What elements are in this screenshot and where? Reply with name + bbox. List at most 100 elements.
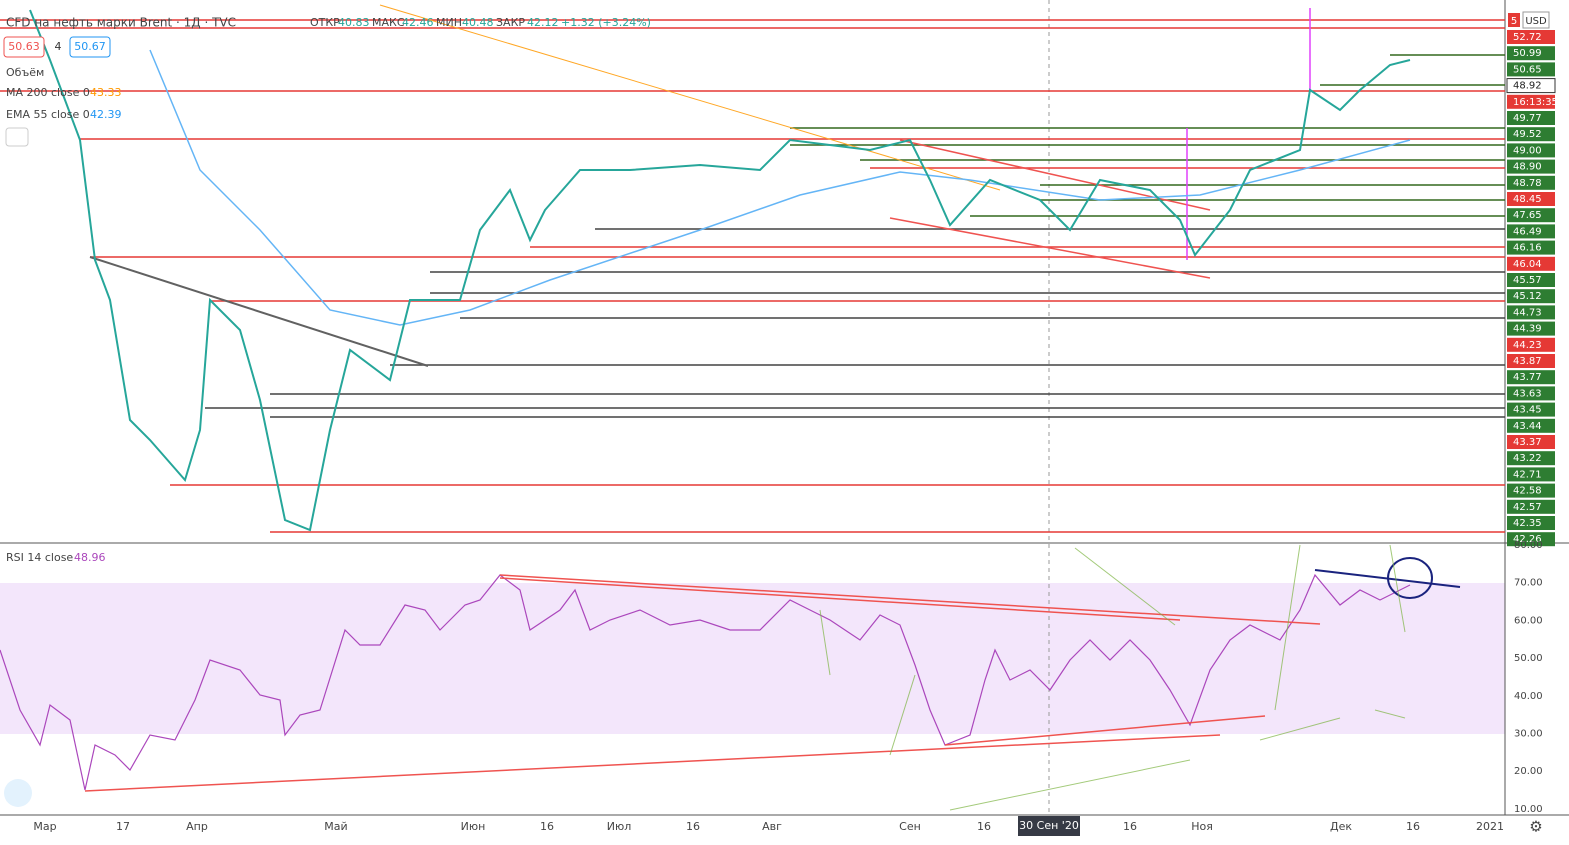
price-label-box xyxy=(1507,94,1555,109)
price-label: 42.26 xyxy=(1513,534,1542,545)
price-label: 46.49 xyxy=(1513,226,1542,237)
rsi-tick-label: 80.00 xyxy=(1514,540,1543,551)
volume-label: Объём xyxy=(6,66,44,79)
price-label-box xyxy=(1507,111,1555,125)
settings-icon[interactable]: ⚙ xyxy=(1529,818,1542,836)
price-label-box xyxy=(1507,143,1555,158)
price-label-box xyxy=(1507,435,1555,449)
spread: 4 xyxy=(55,40,62,53)
price-label: 45.57 xyxy=(1513,275,1542,286)
price-label: 44.73 xyxy=(1513,307,1542,318)
price-label: 48.90 xyxy=(1513,162,1542,173)
currency-box[interactable] xyxy=(1522,11,1550,29)
price-label: 48.92 xyxy=(1513,81,1542,92)
high-label: МАКС xyxy=(372,16,405,29)
time-label: Апр xyxy=(186,820,208,833)
price-label: 16:13:35 xyxy=(1513,97,1558,108)
rsi-tick-label: 20.00 xyxy=(1514,766,1543,777)
close-label: ЗАКР xyxy=(496,16,525,29)
price-label: 43.22 xyxy=(1513,453,1542,464)
price-line xyxy=(29,9,1411,532)
price-label-box xyxy=(1507,289,1555,304)
time-label: Дек xyxy=(1330,820,1352,833)
buy-price[interactable]: 50.67 xyxy=(74,40,106,53)
time-label: 2021 xyxy=(1476,820,1504,833)
close: 42.12 xyxy=(527,16,559,29)
price-label: 46.16 xyxy=(1513,243,1542,254)
rsi-tick-label: 60.00 xyxy=(1514,615,1543,626)
price-label: 48.78 xyxy=(1513,178,1542,189)
time-label: Май xyxy=(324,820,347,833)
sell-price[interactable]: 50.63 xyxy=(8,40,40,53)
price-label: 45.12 xyxy=(1513,291,1542,302)
rsi-drawings xyxy=(0,544,1461,811)
price-label-box xyxy=(1507,532,1555,547)
price-label: 49.77 xyxy=(1513,113,1542,124)
price-label: 43.44 xyxy=(1513,421,1542,432)
price-label: 48.45 xyxy=(1513,194,1542,205)
time-label: Июл xyxy=(607,820,632,833)
price-label: 52.72 xyxy=(1513,32,1542,43)
price-label: 43.87 xyxy=(1513,356,1542,367)
time-label: Ноя xyxy=(1191,820,1213,833)
time-label: Сен xyxy=(899,820,921,833)
price-label-box xyxy=(1507,273,1555,287)
price-label: 49.00 xyxy=(1513,145,1542,156)
time-label: Мар xyxy=(33,820,56,833)
price-label-box xyxy=(1507,192,1555,206)
ma-value: 43.33 xyxy=(90,86,122,99)
price-label: 43.37 xyxy=(1513,437,1542,448)
open-label: ОТКР xyxy=(310,16,340,29)
open: 40.83 xyxy=(338,16,370,29)
time-label: 16 xyxy=(1406,820,1420,833)
price-label: 42.71 xyxy=(1513,469,1542,480)
top-price-box xyxy=(1508,13,1520,27)
rsi-tick-label: 40.00 xyxy=(1514,691,1543,702)
logo[interactable] xyxy=(4,779,32,807)
price-label: 43.45 xyxy=(1513,405,1542,416)
price-label-box xyxy=(1507,516,1555,530)
rsi-tick-label: 30.00 xyxy=(1514,729,1543,740)
price-label-box xyxy=(1507,305,1555,320)
sell-box[interactable] xyxy=(3,36,45,58)
time-label: 16 xyxy=(977,820,991,833)
price-label-box xyxy=(1507,127,1555,142)
price-label: 50.99 xyxy=(1513,48,1542,59)
top-price: 5 xyxy=(1511,16,1517,27)
rsi-tick-label: 50.00 xyxy=(1514,653,1543,664)
levels xyxy=(0,4,1505,533)
price-label: 43.63 xyxy=(1513,388,1542,399)
high: 42.46 xyxy=(402,16,434,29)
price-label-box xyxy=(1507,175,1555,190)
price-label-box xyxy=(1507,467,1555,482)
price-label-box xyxy=(1507,321,1555,336)
change: +1.32 (+3.24%) xyxy=(561,16,651,29)
ma-label: MA 200 close 0 xyxy=(6,86,90,99)
price-label-box xyxy=(1507,46,1555,61)
price-label-box xyxy=(1507,208,1555,223)
price-label-box xyxy=(1507,224,1555,239)
rsi-band xyxy=(0,583,1505,734)
rsi-label: RSI 14 close xyxy=(6,551,73,564)
price-label: 50.65 xyxy=(1513,64,1542,75)
price-label-box xyxy=(1507,418,1555,433)
symbol-title: CFD на нефть марки Brent · 1Д · TVC xyxy=(6,16,236,30)
price-label-box xyxy=(1507,370,1555,385)
buy-box[interactable] xyxy=(69,36,111,58)
rsi-tick-label: 10.00 xyxy=(1514,804,1543,815)
time-label: Июн xyxy=(461,820,486,833)
collapse-button[interactable] xyxy=(5,127,29,147)
currency[interactable]: USD xyxy=(1525,16,1547,27)
moving-average xyxy=(149,49,1411,326)
price-label-box xyxy=(1507,30,1555,44)
cursor-box xyxy=(1018,816,1080,836)
price-label: 49.52 xyxy=(1513,129,1542,140)
low: 40.48 xyxy=(462,16,494,29)
price-label-box xyxy=(1507,499,1555,514)
price-label-box xyxy=(1507,240,1555,255)
price-label-box xyxy=(1507,402,1555,417)
price-label: 46.04 xyxy=(1513,259,1542,270)
